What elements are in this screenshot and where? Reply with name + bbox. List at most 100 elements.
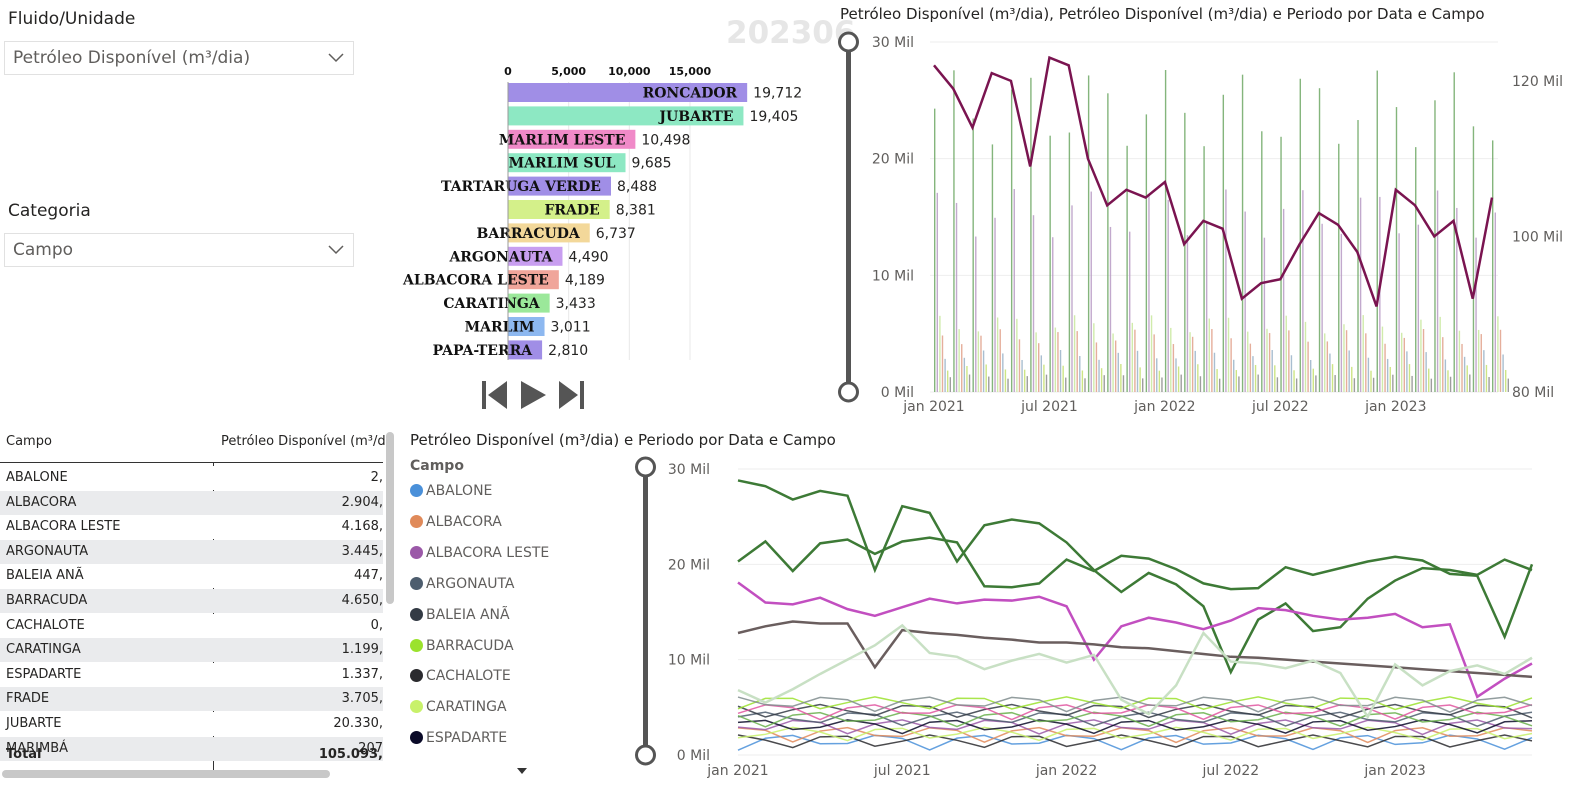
column-bar [1035, 332, 1037, 392]
skip-back-icon[interactable] [480, 378, 510, 412]
x-tick-label: 15,000 [669, 65, 712, 78]
value-cell: 3.445, [341, 543, 383, 559]
category-dropdown-value: Campo [13, 240, 74, 260]
bar [508, 223, 590, 243]
column-bar [1485, 364, 1488, 392]
column-bar [966, 365, 968, 392]
column-bar [1018, 339, 1021, 392]
range-slider-handle [635, 744, 656, 766]
column-bar [1345, 330, 1348, 392]
y-tick-label: 20 Mil [668, 557, 710, 573]
column-bar [1191, 336, 1194, 392]
column-bar [1100, 368, 1103, 392]
table-vertical-scrollbar[interactable] [386, 432, 394, 604]
table-row[interactable]: CARATINGA 1.199, [0, 638, 383, 663]
campo-cell: ABALONE [6, 470, 68, 485]
column-bar [1494, 212, 1496, 392]
column-bar [1059, 350, 1062, 392]
x-tick-label: jan 2022 [1133, 399, 1195, 415]
top-combo-chart: 30 Mil 20 Mil 10 Mil 0 Mil 120 Mil 100 Mil 80 … [838, 31, 1563, 415]
legend-item[interactable]: ARGONAUTA [410, 576, 515, 592]
column-bar [1175, 358, 1177, 392]
table-row[interactable]: ALBACORA 2.904, [0, 490, 383, 515]
column-bar [934, 108, 936, 392]
table-row[interactable]: MARIMBÁ 207 [0, 736, 383, 761]
column-bar [1026, 376, 1028, 392]
column-bar [1076, 331, 1078, 392]
legend-scroll-down-icon[interactable] [515, 766, 529, 776]
skip-forward-icon[interactable] [556, 378, 586, 412]
column-bar [1062, 365, 1064, 392]
table-header-value: Petróleo Disponível (m³/d [221, 434, 386, 449]
legend-dot [410, 484, 423, 497]
column-bar [1318, 88, 1321, 393]
column-bar [1167, 199, 1169, 392]
column-bar [1247, 331, 1249, 392]
column-bar [1013, 189, 1015, 392]
legend-item[interactable]: ALBACORA [410, 514, 502, 530]
legend-item[interactable]: ESPADARTE [410, 730, 507, 746]
table-row[interactable]: BARRACUDA 4.650, [0, 589, 383, 613]
legend-item[interactable]: CACHALOTE [410, 668, 511, 684]
chevron-down-icon [328, 245, 344, 255]
bar-category-label: MARLIM LESTE [499, 132, 625, 148]
column-bar [1461, 343, 1463, 392]
column-bar [1120, 364, 1122, 392]
series-line [737, 703, 1533, 719]
column-bar [1230, 338, 1232, 392]
column-bar [1054, 327, 1057, 392]
column-bar [1134, 329, 1136, 392]
column-bar [1052, 237, 1054, 392]
column-bar [988, 376, 990, 392]
column-bar [1189, 332, 1191, 392]
column-bar [1340, 233, 1343, 392]
column-bar [1114, 340, 1117, 392]
column-bar [968, 374, 971, 392]
legend-item[interactable]: ABALONE [410, 483, 492, 499]
column-bar [1442, 337, 1444, 392]
legend-dot [410, 731, 423, 745]
column-bar [1449, 376, 1452, 392]
legend-dot [410, 514, 423, 528]
table-horizontal-scrollbar[interactable] [2, 770, 330, 778]
column-bar [991, 144, 994, 392]
category-slicer-title: Categoria [8, 201, 91, 221]
column-bar [1010, 89, 1013, 393]
legend-item[interactable]: BALEIA ANÃ [410, 607, 510, 623]
bar-value-label: 10,498 [641, 132, 690, 148]
table-row[interactable]: CACHALOTE 0, [0, 613, 383, 638]
column-bar [1145, 114, 1148, 392]
column-bar [980, 335, 982, 392]
column-bar [1307, 341, 1309, 392]
table-row[interactable]: ARGONAUTA 3.445, [0, 539, 383, 564]
table-row[interactable]: JUBARTE 20.330, [0, 712, 383, 736]
play-icon[interactable] [518, 378, 548, 412]
series-line [737, 726, 1533, 742]
column-bar [1225, 189, 1227, 392]
total-line [933, 55, 1494, 307]
bar-category-label: BARRACUDA [477, 226, 581, 242]
table-row[interactable]: BALEIA ANÃ 447, [0, 564, 383, 589]
column-bar [1422, 329, 1425, 392]
y-right-tick-label: 120 Mil [1512, 74, 1563, 90]
category-dropdown[interactable]: Campo [4, 233, 354, 267]
table-row[interactable]: ESPADARTE 1.337, [0, 662, 383, 687]
legend-item[interactable]: ALBACORA LESTE [410, 545, 549, 561]
column-bar [1263, 237, 1266, 392]
column-bar [1376, 70, 1378, 393]
column-bar [1203, 146, 1205, 392]
legend-dot [410, 669, 423, 683]
fluid-dropdown[interactable]: Petróleo Disponível (m³/dia) [4, 41, 354, 75]
column-bar [1428, 368, 1430, 392]
column-bar [1386, 358, 1389, 392]
table-row[interactable]: FRADE 3.705, [0, 687, 383, 712]
table-row[interactable]: ABALONE 2, [0, 466, 383, 490]
legend-item[interactable]: BARRACUDA [410, 638, 514, 654]
bar-category-label: TARTARUGA VERDE [441, 179, 601, 195]
column-bar [1150, 315, 1153, 392]
y-left-tick-label: 0 Mil [881, 385, 914, 401]
column-bar [1164, 70, 1167, 393]
column-bar [1463, 356, 1466, 392]
table-row[interactable]: ALBACORA LESTE 4.168, [0, 515, 383, 540]
legend-item[interactable]: CARATINGA [410, 699, 507, 715]
